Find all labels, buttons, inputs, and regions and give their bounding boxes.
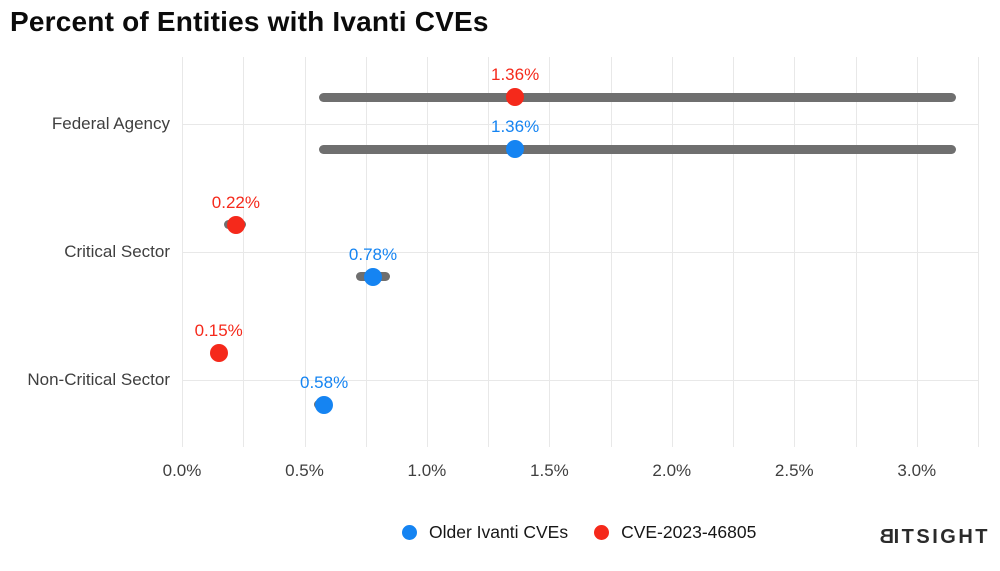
data-point [226, 215, 245, 234]
category-label: Federal Agency [51, 114, 170, 133]
legend-item: Older Ivanti CVEs [402, 522, 568, 543]
x-tick-label: 0.0% [162, 461, 202, 480]
error-bar [319, 144, 956, 154]
legend-dot-icon [594, 525, 610, 540]
data-point-value-label: 0.15% [194, 320, 243, 340]
data-point-value-label: 0.22% [211, 192, 260, 212]
x-tick-label: 0.5% [285, 461, 324, 480]
legend-item: CVE-2023-46805 [594, 522, 756, 543]
legend-item-label: Older Ivanti CVEs [429, 522, 569, 542]
x-tick-label: 2.5% [774, 461, 814, 480]
x-tick-label: 3.0% [897, 461, 937, 480]
bitsight-logo: BITSIGHT [876, 526, 990, 548]
data-point-value-label: 1.36% [490, 65, 540, 84]
legend-item-label: CVE-2023-46805 [621, 522, 757, 542]
logo-letter: B [876, 526, 894, 548]
error-bar [319, 92, 956, 102]
data-point [506, 140, 525, 158]
data-point [364, 267, 382, 286]
data-point-value-label: 0.58% [299, 372, 349, 392]
x-tick-label: 1.5% [530, 461, 569, 480]
data-point [209, 343, 228, 362]
x-tick-label: 2.0% [652, 461, 692, 480]
gridline-vertical [978, 57, 979, 447]
gridline-horizontal [182, 379, 978, 381]
plot-area: 1.36% 1.36% 0.22% 0.78% 0.15% 0.58% [182, 57, 979, 447]
data-point [506, 88, 525, 106]
data-point-value-label: 0.78% [348, 244, 398, 264]
legend: Older Ivanti CVEs CVE-2023-46805 [402, 522, 756, 543]
category-label: Non-Critical Sector [27, 369, 170, 389]
gridline-horizontal [182, 124, 978, 125]
data-point [315, 395, 334, 414]
x-tick-label: 1.0% [407, 461, 447, 480]
category-label: Critical Sector [64, 241, 170, 261]
legend-dot-icon [402, 525, 417, 540]
gridline-horizontal [182, 251, 978, 253]
data-point-value-label: 1.36% [490, 117, 540, 136]
chart-title: Percent of Entities with Ivanti CVEs [10, 6, 489, 37]
